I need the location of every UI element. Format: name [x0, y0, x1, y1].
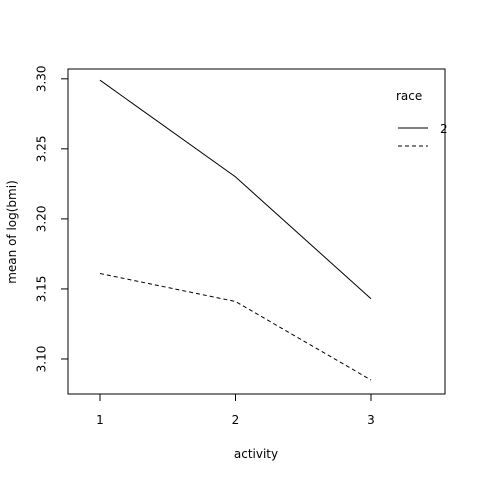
series-line-solid [99, 79, 372, 300]
x-tick-label: 2 [232, 413, 240, 427]
legend-entry-label: 2 [440, 122, 448, 136]
y-tick-label: 3.10 [35, 346, 49, 373]
y-tick-label: 3.25 [35, 135, 49, 162]
x-tick-label: 1 [96, 413, 104, 427]
series-line-dashed [99, 273, 372, 381]
plot-frame [67, 68, 446, 395]
x-axis: 1 2 3 [96, 394, 375, 427]
y-axis: 3.10 3.15 3.20 3.25 3.30 [35, 65, 68, 373]
x-tick-label: 3 [367, 413, 375, 427]
y-axis-title: mean of log(bmi) [5, 180, 19, 284]
series-layer [99, 79, 372, 381]
y-tick-label: 3.15 [35, 276, 49, 303]
legend-title: race [396, 89, 422, 103]
legend: race 2 [396, 89, 448, 147]
y-tick-label: 3.20 [35, 206, 49, 233]
y-tick-label: 3.30 [35, 65, 49, 92]
x-axis-title: activity [234, 447, 278, 461]
